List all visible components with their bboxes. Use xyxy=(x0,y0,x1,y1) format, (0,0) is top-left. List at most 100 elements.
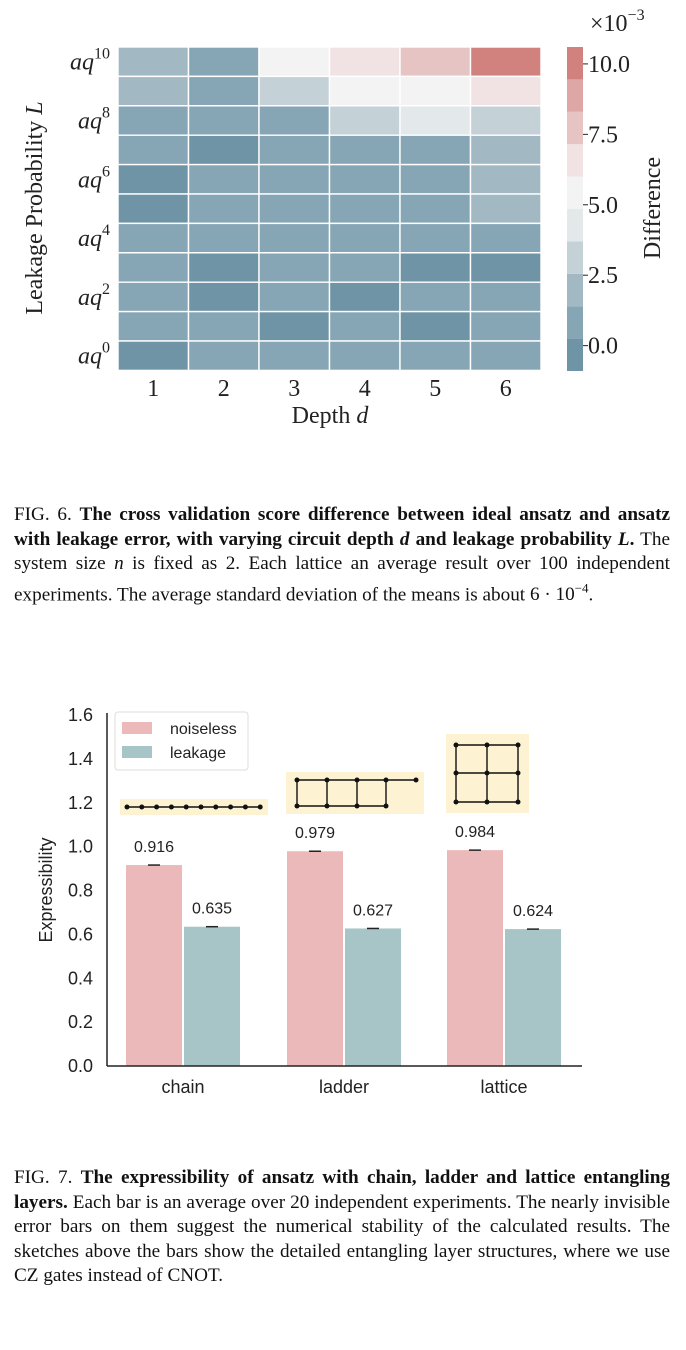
qubit-node xyxy=(139,805,144,810)
bar-legend: noiseless leakage xyxy=(115,712,248,770)
heatmap-cell xyxy=(189,341,260,370)
heatmap-cell xyxy=(471,341,542,370)
heatmap-cell xyxy=(471,282,542,311)
heatmap-x-tick: 1 xyxy=(147,376,159,402)
heatmap-cell xyxy=(118,223,189,252)
bar-noiseless xyxy=(447,850,503,1066)
qubit-node xyxy=(454,800,459,805)
bar-noiseless xyxy=(126,865,182,1066)
bar-x-tick: ladder xyxy=(319,1077,369,1097)
qubit-node xyxy=(325,778,330,783)
legend-swatch xyxy=(122,746,152,758)
heatmap-cell xyxy=(400,165,471,194)
qubit-node xyxy=(228,805,233,810)
colorbar xyxy=(567,47,583,371)
bar-y-tick: 0.0 xyxy=(68,1056,93,1076)
qubit-node xyxy=(516,743,521,748)
heatmap-cell xyxy=(118,76,189,105)
bar-leakage xyxy=(345,928,401,1066)
bar-y-ticks: 0.0 0.2 0.4 0.6 0.8 1.0 1.2 1.4 1.6 xyxy=(68,705,93,1076)
heatmap-cell xyxy=(471,223,542,252)
figure-7: 0.0 0.2 0.4 0.6 0.8 1.0 1.2 1.4 1.6 0.916 0.979 0.… xyxy=(0,695,686,1115)
heatmap-cell xyxy=(189,76,260,105)
heatmap-cell xyxy=(189,282,260,311)
figure-6-caption-title: The cross validation score difference be… xyxy=(14,504,670,550)
heatmap-cell xyxy=(259,282,330,311)
heatmap-cell xyxy=(189,312,260,341)
bar-value-label: 0.627 xyxy=(353,902,393,919)
colorbar-segment xyxy=(567,112,583,144)
colorbar-multiplier: ×10−3 xyxy=(590,7,645,37)
heatmap-cell xyxy=(400,253,471,282)
heatmap-cell xyxy=(400,106,471,135)
colorbar-segment xyxy=(567,177,583,209)
ladder-sketch-background xyxy=(286,772,424,814)
heatmap-cell xyxy=(471,47,542,76)
chain-sketch xyxy=(120,799,268,815)
heatmap-cell xyxy=(400,282,471,311)
heatmap-cell xyxy=(118,312,189,341)
heatmap-cell xyxy=(330,76,401,105)
qubit-node xyxy=(125,805,130,810)
heatmap-cell xyxy=(118,253,189,282)
qubit-node xyxy=(325,804,330,809)
heatmap-cell xyxy=(330,312,401,341)
heatmap-cell xyxy=(259,194,330,223)
qubit-node xyxy=(295,778,300,783)
qubit-node xyxy=(485,771,490,776)
heatmap-cell xyxy=(259,312,330,341)
bar-value-label: 0.635 xyxy=(192,901,232,918)
heatmap-cell xyxy=(259,76,330,105)
colorbar-segment xyxy=(567,144,583,176)
colorbar-segment xyxy=(567,209,583,241)
heatmap-cell xyxy=(118,194,189,223)
qubit-node xyxy=(243,805,248,810)
heatmap-x-tick: 3 xyxy=(288,376,300,402)
heatmap-cell xyxy=(400,135,471,164)
qubit-node xyxy=(516,771,521,776)
qubit-node xyxy=(184,805,189,810)
heatmap-y-tick: aq2 xyxy=(78,281,110,311)
colorbar-segment xyxy=(567,274,583,306)
colorbar-segment xyxy=(567,241,583,273)
heatmap-cell xyxy=(259,253,330,282)
heatmap-cell xyxy=(189,223,260,252)
bar-leakage xyxy=(505,929,561,1066)
colorbar-label: Difference xyxy=(640,157,666,259)
figure-6-caption: FIG. 6. The cross validation score diffe… xyxy=(14,503,670,608)
colorbar-segment xyxy=(567,306,583,338)
heatmap-cell xyxy=(400,223,471,252)
heatmap-cell xyxy=(189,194,260,223)
heatmap-cell xyxy=(330,223,401,252)
qubit-node xyxy=(485,800,490,805)
heatmap-y-tick: aq8 xyxy=(78,105,110,135)
bar-value-label: 0.984 xyxy=(455,824,495,841)
bar-y-tick: 0.2 xyxy=(68,1012,93,1032)
qubit-node xyxy=(454,771,459,776)
qubit-node xyxy=(454,743,459,748)
qubit-node xyxy=(516,800,521,805)
bar-x-tick: lattice xyxy=(480,1077,527,1097)
bar-y-tick: 1.4 xyxy=(68,749,93,769)
heatmap-cell xyxy=(118,341,189,370)
legend-label: leakage xyxy=(170,745,226,762)
heatmap-cell xyxy=(330,47,401,76)
std-dev-value: 6 · 10−4 xyxy=(530,584,589,605)
heatmap-cell xyxy=(400,341,471,370)
heatmap-y-tick: aq6 xyxy=(78,163,110,193)
heatmap-y-ticks: aq10 aq8 aq6 aq4 aq2 aq0 xyxy=(70,46,110,370)
heatmap-cell xyxy=(118,165,189,194)
heatmap-cell xyxy=(259,165,330,194)
bar-noiseless xyxy=(287,851,343,1066)
heatmap-cells xyxy=(118,47,541,370)
qubit-node xyxy=(295,804,300,809)
heatmap-cell xyxy=(189,47,260,76)
heatmap-x-ticks: 1 2 3 4 5 6 xyxy=(147,376,512,402)
heatmap-cell xyxy=(330,341,401,370)
heatmap-cell xyxy=(330,282,401,311)
heatmap-cell xyxy=(471,165,542,194)
heatmap-cell xyxy=(259,47,330,76)
figure-6: aq10 aq8 aq6 aq4 aq2 aq0 1 2 3 4 5 6 Leakage Proba… xyxy=(0,0,686,440)
heatmap-x-axis-label: Depth d xyxy=(292,403,370,429)
